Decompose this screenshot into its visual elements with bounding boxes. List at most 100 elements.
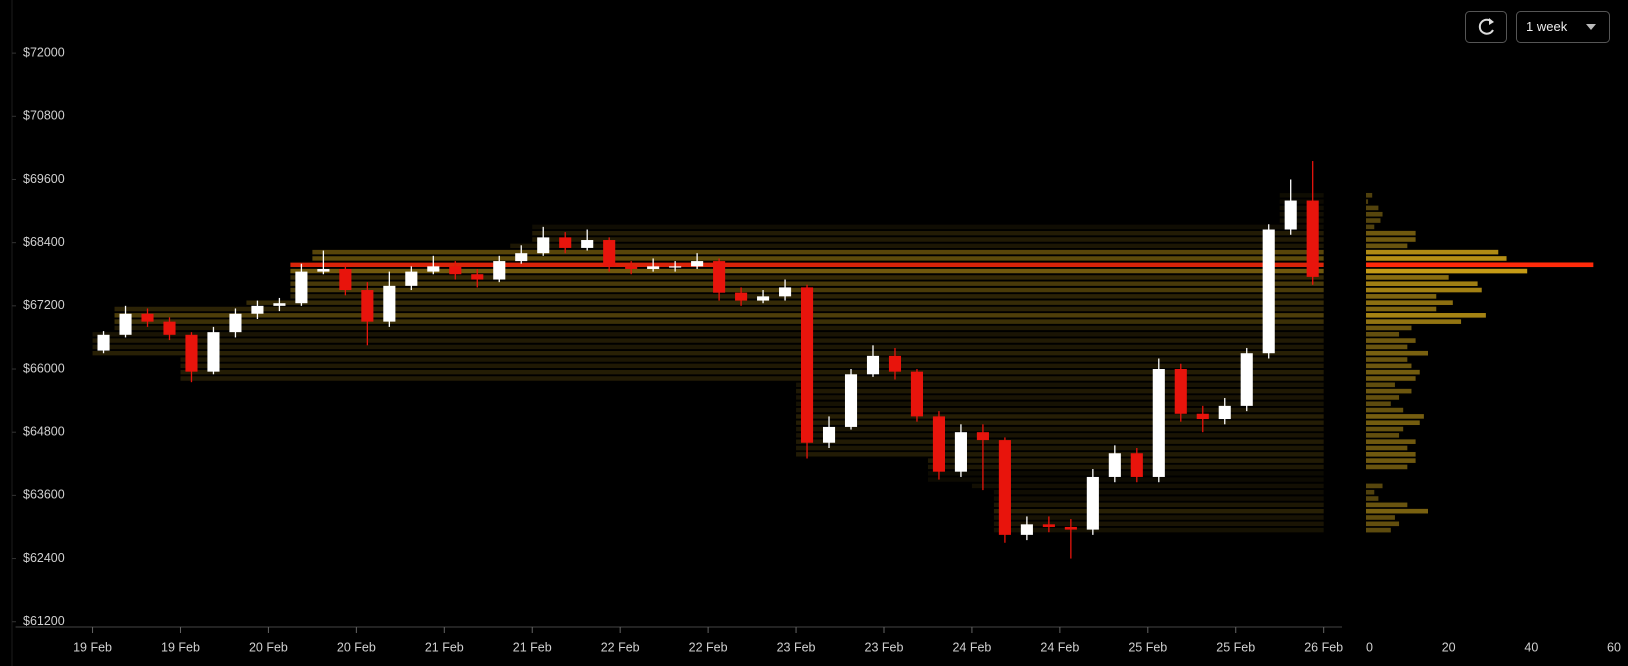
x-tick-label: 20 Feb (249, 640, 288, 654)
profile-bar (1366, 325, 1412, 331)
y-tick-label: $63600 (23, 488, 65, 502)
candle-body (757, 296, 770, 301)
profile-bar (1366, 515, 1395, 520)
x-tick-label: 25 Feb (1128, 640, 1167, 654)
candle-body (1284, 200, 1297, 230)
y-tick-label: $66000 (23, 361, 65, 375)
profile-bar (1366, 287, 1482, 293)
candle-body (537, 237, 550, 254)
candle-body (317, 268, 330, 272)
refresh-icon (1478, 18, 1494, 35)
candle-body (1086, 476, 1099, 530)
candle-body (207, 332, 220, 372)
candle-body (647, 266, 660, 269)
candle-body (1218, 405, 1231, 420)
profile-bar (1366, 496, 1379, 501)
profile-bar (1366, 262, 1594, 268)
refresh-button[interactable] (1465, 11, 1507, 43)
candle-body (449, 266, 462, 275)
dropdown-label: 1 week (1526, 19, 1568, 34)
candle-body (844, 374, 858, 427)
candle-body (471, 274, 484, 280)
axes: $72000 $70800 $69600 $68400 $67200 $66000 $648… (12, 45, 1343, 654)
candles (97, 161, 1319, 559)
refresh-box[interactable] (1465, 11, 1507, 43)
refresh-arrow (1489, 18, 1494, 25)
x-tick-label: 19 Feb (161, 640, 200, 654)
profile-bar (1366, 313, 1486, 318)
profile-bar (1366, 433, 1400, 438)
candle-body (1306, 200, 1319, 277)
x-tick-label: 22 Feb (689, 640, 728, 654)
dropdown-box[interactable] (1516, 11, 1610, 43)
profile-bar (1366, 199, 1369, 204)
y-tick-label: $64800 (23, 424, 65, 438)
profile-bar (1366, 483, 1383, 489)
candle-body (119, 313, 132, 335)
candle-body (339, 268, 352, 291)
profile-bar (1366, 224, 1375, 230)
candle-body (1042, 524, 1055, 527)
x-tick-label: 23 Feb (777, 640, 816, 654)
candle-body (1130, 453, 1143, 477)
profile-bar (1366, 527, 1391, 533)
profile-tick-label: 40 (1524, 640, 1538, 654)
profile-bar (1366, 281, 1478, 287)
candle-body (383, 285, 396, 322)
candle-body (361, 290, 374, 322)
dropdown-caret (1586, 24, 1596, 30)
profile-bar (1366, 275, 1449, 280)
profile-bar (1366, 420, 1420, 426)
profile-bar (1366, 452, 1416, 457)
candle-body (669, 266, 682, 268)
profile-bar (1366, 426, 1404, 432)
profile-bar (1366, 192, 1373, 198)
profile-bar (1366, 211, 1383, 217)
y-tick-label: $72000 (23, 45, 65, 59)
candle-body (998, 440, 1011, 535)
profile-bar (1366, 306, 1437, 312)
x-tick-label: 25 Feb (1216, 640, 1255, 654)
candle-body (976, 432, 989, 441)
candle-body (603, 240, 616, 267)
x-tick-label: 26 Feb (1304, 640, 1343, 654)
candle-body (910, 371, 924, 417)
profile-bar (1366, 439, 1416, 444)
candle-body (713, 261, 726, 293)
profile-bar (1366, 268, 1528, 274)
profile-bar (1366, 256, 1507, 261)
x-tick-label: 21 Feb (425, 640, 464, 654)
candle-body (559, 237, 572, 248)
range-dropdown[interactable]: 1 week (1516, 11, 1610, 43)
profile-tick-label: 60 (1607, 640, 1621, 654)
profile-bar (1366, 319, 1462, 324)
profile-bar (1366, 218, 1381, 223)
profile-bar (1366, 249, 1499, 255)
candle-body (735, 292, 748, 301)
candle-body (581, 240, 594, 248)
x-tick-label: 22 Feb (601, 640, 640, 654)
y-tick-label: $68400 (23, 235, 65, 249)
candle-body (141, 313, 154, 322)
profile-bar (1366, 230, 1416, 236)
profile-bar (1366, 414, 1424, 419)
candle-body (295, 271, 308, 304)
profile-bar (1366, 407, 1404, 413)
volume-bands (92, 193, 1324, 533)
candle-body (163, 321, 176, 335)
x-tick-label: 21 Feb (513, 640, 552, 654)
candle-body (251, 305, 264, 314)
profile-bar (1366, 382, 1395, 388)
profile-bar (1366, 502, 1408, 508)
candle-body (185, 334, 198, 372)
candle-body (97, 334, 110, 351)
profile-bar (1366, 508, 1428, 514)
candle-body (1262, 229, 1275, 354)
y-tick-label: $61200 (23, 614, 65, 628)
candle-body (625, 266, 638, 269)
candle-body (1064, 526, 1077, 530)
candle-body (273, 303, 286, 306)
profile-bar (1366, 521, 1400, 527)
y-tick-label: $62400 (23, 551, 65, 565)
